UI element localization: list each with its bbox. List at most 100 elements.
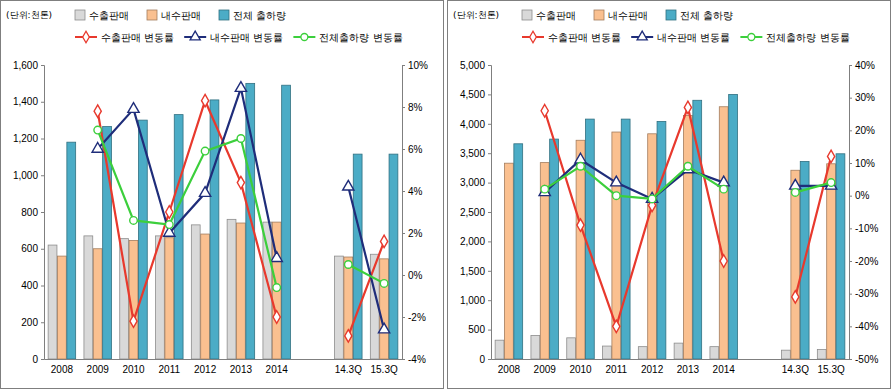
marker — [684, 101, 691, 113]
legend-label: 수출판매 변동률 — [101, 32, 174, 43]
tick-mark — [488, 65, 491, 66]
bar — [156, 236, 165, 359]
tick-mark — [488, 212, 491, 213]
y2-axis: -4%-2%0%2%4%6%8%10% — [402, 60, 428, 365]
axis-label: (단위:천톤) — [453, 10, 499, 20]
tick-mark — [41, 359, 44, 360]
tick-mark — [849, 294, 852, 295]
chart-root: 02004006008001,0001,2001,4001,600-4%-2%0… — [0, 0, 891, 389]
bar — [335, 256, 344, 359]
bar — [827, 164, 836, 359]
tick: 2009 — [87, 364, 110, 375]
marker — [648, 195, 656, 203]
bar — [603, 346, 612, 359]
bar — [657, 121, 666, 359]
tick: 1,600 — [13, 60, 44, 71]
tick-label: 0 — [32, 354, 38, 365]
tick: 15.3Q — [370, 364, 397, 375]
tick-mark — [849, 196, 852, 197]
bar — [719, 107, 728, 359]
tick-mark — [488, 271, 491, 272]
bar-series — [505, 107, 836, 359]
bar — [674, 343, 683, 359]
marker — [94, 105, 101, 117]
tick-label: 200 — [21, 317, 38, 328]
tick-label: 600 — [21, 243, 38, 254]
legend-swatch — [147, 10, 157, 20]
marker — [378, 323, 389, 333]
tick-label: 2010 — [122, 364, 145, 375]
marker-series — [539, 153, 837, 202]
bar — [201, 234, 210, 359]
tick: 0% — [402, 270, 423, 281]
tick: 600 — [21, 243, 44, 254]
tick: 0 — [479, 354, 491, 365]
tick: -2% — [402, 312, 426, 323]
legend-item: 수출판매 변동률 — [75, 31, 174, 43]
tick-label: 2008 — [498, 364, 521, 375]
bar-series — [67, 83, 398, 359]
axis-line — [45, 359, 403, 360]
bar — [67, 142, 76, 359]
axis-line — [403, 66, 406, 360]
tick-label: 2009 — [87, 364, 110, 375]
tick-label: 40% — [855, 60, 875, 71]
tick-label: 8% — [408, 102, 423, 113]
tick-label: 2008 — [51, 364, 74, 375]
plot: 02004006008001,0001,2001,4001,600-4%-2%0… — [13, 60, 428, 375]
tick: -4% — [402, 354, 426, 365]
tick: 2011 — [159, 364, 181, 375]
tick-label: 4,500 — [460, 89, 485, 100]
tick-mark — [849, 326, 852, 327]
legend-marker — [83, 31, 90, 42]
tick: 8% — [402, 102, 423, 113]
bar — [612, 132, 621, 359]
legend-marker — [530, 31, 537, 42]
legend-item: 전체출하량 변동률 — [293, 32, 402, 43]
tick: 2013 — [677, 364, 700, 375]
tick: -30% — [849, 288, 878, 299]
tick-label: 2,000 — [460, 236, 485, 247]
tick-label: 2% — [408, 228, 423, 239]
legend-label: 전체출하량 변동률 — [766, 32, 849, 43]
marker — [201, 147, 209, 155]
tick: 1,400 — [13, 96, 44, 107]
tick: 14.3Q — [782, 364, 809, 375]
bar — [817, 350, 826, 359]
tick: -10% — [849, 223, 878, 234]
tick: 2% — [402, 228, 423, 239]
marker — [273, 284, 281, 292]
tick-label: -10% — [855, 223, 878, 234]
bar — [380, 259, 389, 359]
line — [545, 107, 831, 326]
bar — [344, 257, 353, 359]
marker — [720, 185, 728, 193]
axis-line — [492, 359, 850, 360]
tick-label: 1,000 — [13, 170, 38, 181]
marker — [611, 176, 622, 186]
legend-item: 수출판매 변동률 — [522, 31, 621, 43]
bar — [710, 347, 719, 359]
tick: 3,000 — [460, 177, 491, 188]
axis-line — [850, 66, 853, 360]
tick-label: 15.3Q — [817, 364, 844, 375]
tick-label: 2011 — [159, 364, 181, 375]
marker — [380, 235, 387, 247]
tick-label: 500 — [468, 324, 485, 335]
bar — [58, 256, 67, 359]
legend-swatch — [666, 10, 676, 20]
y-axis: 02004006008001,0001,2001,4001,600 — [13, 60, 45, 365]
tick: 2008 — [51, 364, 74, 375]
marker — [94, 126, 102, 134]
bar — [540, 163, 549, 359]
tick: 400 — [21, 280, 44, 291]
marker — [237, 176, 244, 188]
tick-label: 1,400 — [13, 96, 38, 107]
axis-label: (단위:천톤) — [6, 10, 52, 20]
marker — [575, 153, 586, 163]
tick-label: -4% — [408, 354, 426, 365]
marker — [577, 162, 585, 170]
tick: 500 — [468, 324, 491, 335]
tick-mark — [488, 124, 491, 125]
legend-item: 수출판매 — [75, 10, 129, 21]
